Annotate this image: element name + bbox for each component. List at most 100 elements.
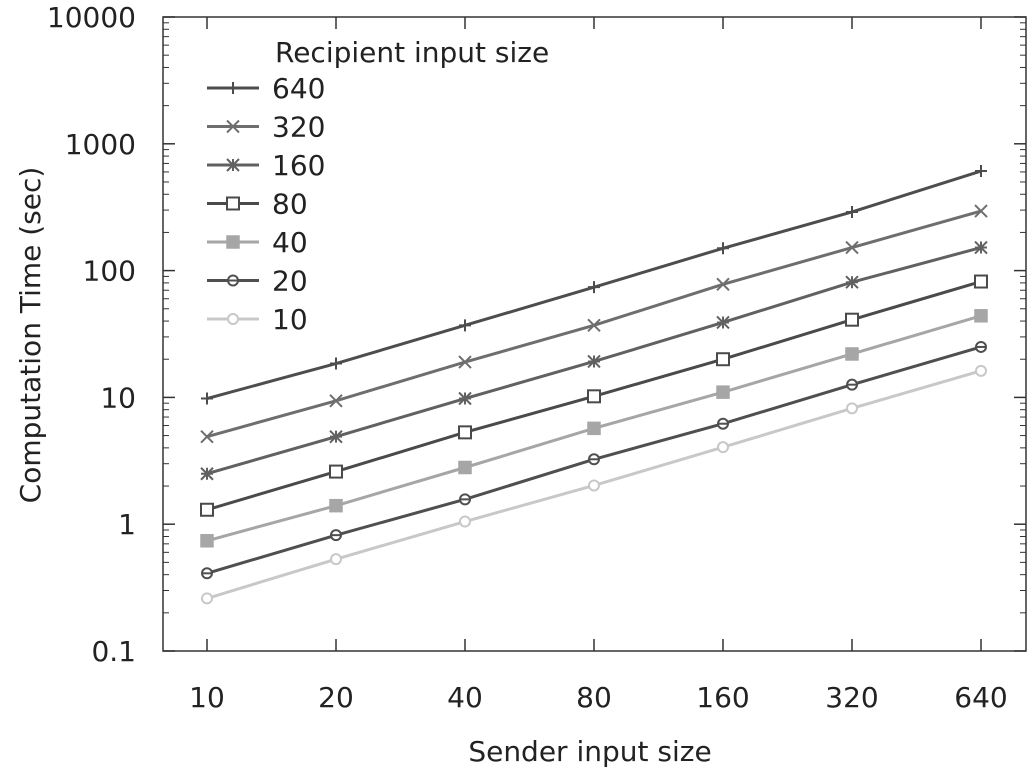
x-tick-label: 160 [696,681,749,714]
data-point [588,390,600,402]
legend-label: 20 [272,265,308,298]
data-point [846,276,858,288]
data-point [588,355,600,367]
data-point [975,310,987,322]
data-point [228,314,238,324]
data-point [717,242,729,254]
marker-open-circle [847,403,857,413]
series-40 [201,310,987,547]
data-point [202,568,212,578]
data-point [718,419,728,429]
data-point [227,236,239,248]
legend-item-20: 20 [207,265,308,298]
data-point [976,342,986,352]
legend-title: Recipient input size [275,36,549,69]
marker-square [227,198,239,210]
data-point [202,593,212,603]
data-point [459,393,471,405]
data-point [589,454,599,464]
marker-open-circle [202,593,212,603]
legend-item-10: 10 [207,303,308,336]
marker-plus [201,393,213,405]
data-point [976,366,986,376]
data-point [588,281,600,293]
x-tick-label: 40 [447,681,483,714]
legend-item-640: 640 [207,72,325,105]
series-160 [201,242,987,480]
data-point [201,504,213,516]
data-point [459,319,471,331]
y-tick-label: 1 [118,508,136,541]
data-point [847,380,857,390]
y-tick-label: 10 [100,381,136,414]
marker-open-circle [718,442,728,452]
x-tick-label: 640 [954,681,1007,714]
legend-item-320: 320 [207,111,325,144]
marker-star [459,393,471,405]
legend-item-40: 40 [207,226,308,259]
series-640 [201,165,987,404]
marker-filled-square [330,500,342,512]
marker-filled-square [588,422,600,434]
marker-square [846,314,858,326]
data-point [846,314,858,326]
data-point [459,426,471,438]
data-point [331,554,341,564]
data-point [718,442,728,452]
marker-star [330,431,342,443]
marker-star [588,355,600,367]
data-point [846,348,858,360]
y-axis-title: Computation Time (sec) [14,167,47,504]
legend-label: 320 [272,111,325,144]
data-point [331,530,341,540]
marker-filled-square [975,310,987,322]
marker-plus [330,358,342,370]
marker-square [459,426,471,438]
legend-label: 10 [272,303,308,336]
x-tick-label: 320 [825,681,878,714]
y-axis-ticks: 0.1 1 10 100 1000 10000 [47,1,1026,668]
data-point [330,466,342,478]
data-point [460,517,470,527]
series-layer [201,165,987,603]
data-point [846,206,858,218]
x-tick-label: 80 [576,681,612,714]
data-point [227,198,239,210]
marker-filled-square [459,462,471,474]
marker-star [717,316,729,328]
marker-plus [846,206,858,218]
marker-square [588,390,600,402]
data-point [459,462,471,474]
data-point [330,500,342,512]
data-point [589,480,599,490]
data-point [588,422,600,434]
marker-star [201,468,213,480]
marker-filled-square [717,386,729,398]
marker-filled-square [201,535,213,547]
legend-label: 640 [272,72,325,105]
marker-open-circle [460,517,470,527]
x-axis-title: Sender input size [468,735,711,768]
marker-filled-square [846,348,858,360]
data-point [717,316,729,328]
legend-label: 40 [272,226,308,259]
data-point [717,386,729,398]
marker-star [846,276,858,288]
data-point [847,403,857,413]
marker-open-circle [228,314,238,324]
marker-plus [588,281,600,293]
data-point [975,276,987,288]
legend-label: 80 [272,188,308,221]
marker-plus [459,319,471,331]
marker-filled-square [227,236,239,248]
marker-plus [227,82,239,94]
data-point [975,165,987,177]
data-point [717,353,729,365]
series-20 [202,342,986,578]
marker-open-circle [976,366,986,376]
y-tick-label: 100 [83,255,136,288]
data-point [330,431,342,443]
y-tick-label: 0.1 [91,635,136,668]
marker-star [227,159,239,171]
